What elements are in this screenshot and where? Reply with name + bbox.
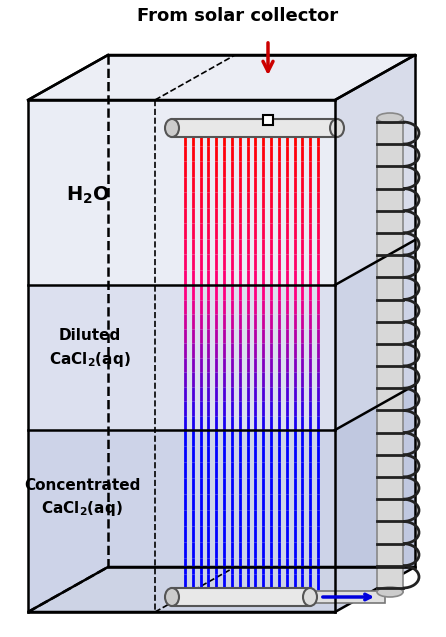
Polygon shape (28, 55, 415, 100)
Bar (263, 115, 273, 125)
Polygon shape (28, 567, 415, 612)
Text: From solar collector: From solar collector (137, 7, 339, 25)
Text: $\mathbf{H_2O}$: $\mathbf{H_2O}$ (66, 184, 110, 206)
Polygon shape (335, 385, 415, 612)
Bar (172, 588, 310, 606)
Text: Concentrated
$\mathbf{CaCl_2(aq)}$: Concentrated $\mathbf{CaCl_2(aq)}$ (24, 478, 140, 519)
Polygon shape (28, 100, 335, 285)
Text: Diluted
$\mathbf{CaCl_2(aq)}$: Diluted $\mathbf{CaCl_2(aq)}$ (49, 327, 131, 368)
Polygon shape (28, 430, 335, 612)
Ellipse shape (330, 119, 344, 137)
Bar (308, 591, 385, 603)
Ellipse shape (165, 588, 179, 606)
Ellipse shape (303, 588, 317, 606)
Bar (377, 118, 403, 592)
Ellipse shape (165, 119, 179, 137)
Bar (172, 119, 337, 137)
Polygon shape (335, 55, 415, 285)
Polygon shape (335, 240, 415, 430)
Ellipse shape (377, 113, 403, 123)
Ellipse shape (377, 587, 403, 597)
Polygon shape (28, 285, 335, 430)
